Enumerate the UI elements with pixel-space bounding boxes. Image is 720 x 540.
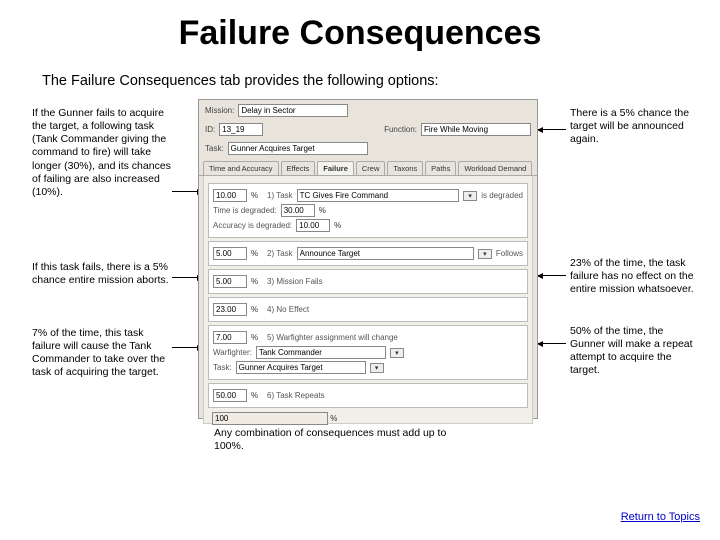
row-1b-acc-label: Accuracy is degraded: — [213, 221, 292, 230]
row-2-box: % 2) Task ▾ Follows — [208, 241, 528, 266]
row-1-box: % 1) Task ▾ is degraded Time is degraded… — [208, 183, 528, 238]
row-2-label: 2) Task — [267, 249, 293, 258]
row-1-tail: is degraded — [481, 191, 523, 200]
row-5b-wf-field[interactable] — [256, 346, 386, 359]
row-1b-time-label: Time is degraded: — [213, 206, 277, 215]
row-4-pct[interactable] — [213, 303, 247, 316]
row-1-label: 1) Task — [267, 191, 293, 200]
arrow-right-3 — [538, 343, 566, 344]
arrow-right-1 — [538, 129, 566, 130]
page-title: Failure Consequences — [0, 0, 720, 53]
note-right-3: 50% of the time, the Gunner will make a … — [570, 325, 700, 378]
row-4-box: % 4) No Effect — [208, 297, 528, 322]
row-2-pct[interactable] — [213, 247, 247, 260]
row-5-label: 5) Warfighter assignment will change — [267, 333, 398, 342]
row-6-box: % 6) Task Repeats — [208, 383, 528, 408]
row-5b-task-field[interactable] — [236, 361, 366, 374]
row-5b-wf-label: Warfighter: — [213, 348, 252, 357]
pct-sign: % — [251, 191, 263, 200]
id-label: ID: — [205, 125, 215, 134]
tab-taxons[interactable]: Taxons — [387, 161, 423, 175]
dropdown-icon[interactable]: ▾ — [463, 191, 477, 201]
function-field[interactable] — [421, 123, 531, 136]
task-field[interactable] — [228, 142, 368, 155]
pct-sign: % — [251, 333, 263, 342]
row-3-box: % 3) Mission Fails — [208, 269, 528, 294]
note-right-1: There is a 5% chance the target will be … — [570, 107, 700, 146]
note-left-1: If the Gunner fails to acquire the targe… — [32, 107, 172, 199]
dropdown-icon[interactable]: ▾ — [370, 363, 384, 373]
tab-bar: Time and Accuracy Effects Failure Crew T… — [199, 157, 537, 176]
row-2-tail: Follows — [496, 249, 523, 258]
row-5-pct[interactable] — [213, 331, 247, 344]
row-3-pct[interactable] — [213, 275, 247, 288]
arrow-right-2 — [538, 275, 566, 276]
row-1b-acc-val[interactable] — [296, 219, 330, 232]
note-right-2: 23% of the time, the task failure has no… — [570, 257, 700, 296]
pct-sign: % — [251, 249, 263, 258]
pct-sign: % — [251, 391, 263, 400]
pct-sign: % — [251, 305, 263, 314]
row-5b-task-label: Task: — [213, 363, 232, 372]
tab-failure[interactable]: Failure — [317, 161, 354, 175]
row-6-label: 6) Task Repeats — [267, 391, 325, 400]
row-5-box: % 5) Warfighter assignment will change W… — [208, 325, 528, 380]
mission-label: Mission: — [205, 106, 234, 115]
row-1b-time-val[interactable] — [281, 204, 315, 217]
dropdown-icon[interactable]: ▾ — [390, 348, 404, 358]
page-subtitle: The Failure Consequences tab provides th… — [0, 53, 720, 89]
row-2-task-field[interactable] — [297, 247, 474, 260]
note-bottom: Any combination of consequences must add… — [214, 427, 474, 453]
id-field[interactable] — [219, 123, 263, 136]
header-id-row: ID: Function: — [199, 119, 537, 138]
row-3-label: 3) Mission Fails — [267, 277, 323, 286]
task-label: Task: — [205, 144, 224, 153]
return-link[interactable]: Return to Topics — [621, 511, 700, 523]
header-mission-row: Mission: — [199, 100, 537, 119]
function-label: Function: — [384, 125, 417, 134]
header-task-row: Task: — [199, 138, 537, 157]
pct-sign: % — [251, 277, 263, 286]
dialog-panel: Mission: ID: Function: Task: Time and Ac… — [198, 99, 538, 419]
row-1-pct[interactable] — [213, 189, 247, 202]
tab-body: % 1) Task ▾ is degraded Time is degraded… — [203, 176, 533, 424]
mission-field[interactable] — [238, 104, 348, 117]
row-6-pct[interactable] — [213, 389, 247, 402]
tab-time-accuracy[interactable]: Time and Accuracy — [203, 161, 279, 175]
tab-crew[interactable]: Crew — [356, 161, 386, 175]
total-field — [212, 412, 328, 425]
row-1-task-field[interactable] — [297, 189, 460, 202]
tab-effects[interactable]: Effects — [281, 161, 316, 175]
row-1b-time-unit: % — [319, 206, 326, 215]
note-left-2: If this task fails, there is a 5% chance… — [32, 261, 172, 287]
content-area: If the Gunner fails to acquire the targe… — [0, 89, 720, 529]
row-4-label: 4) No Effect — [267, 305, 309, 314]
tab-workload[interactable]: Workload Demand — [458, 161, 532, 175]
dropdown-icon[interactable]: ▾ — [478, 249, 492, 259]
total-unit: % — [330, 414, 337, 423]
tab-paths[interactable]: Paths — [425, 161, 456, 175]
note-left-3: 7% of the time, this task failure will c… — [32, 327, 172, 380]
row-1b-acc-unit: % — [334, 221, 341, 230]
